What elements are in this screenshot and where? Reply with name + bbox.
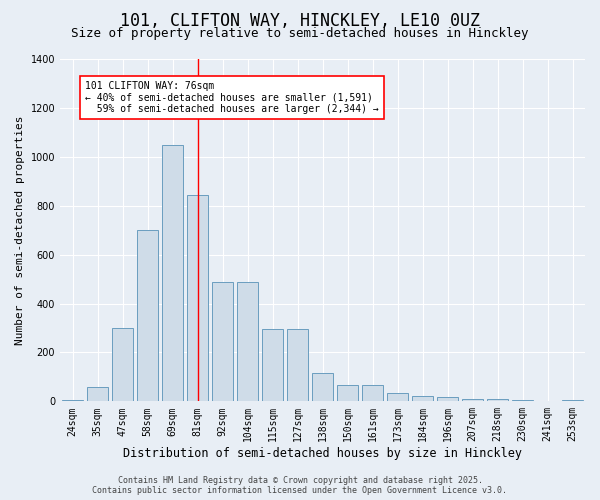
Bar <box>162 144 183 402</box>
Bar <box>137 230 158 402</box>
Bar <box>437 397 458 402</box>
Bar <box>62 400 83 402</box>
Bar <box>487 400 508 402</box>
Bar <box>262 329 283 402</box>
Bar <box>537 400 558 402</box>
Bar <box>287 329 308 402</box>
Text: Size of property relative to semi-detached houses in Hinckley: Size of property relative to semi-detach… <box>71 28 529 40</box>
Bar <box>187 194 208 402</box>
Bar <box>412 396 433 402</box>
Bar <box>562 400 583 402</box>
Text: Contains HM Land Registry data © Crown copyright and database right 2025.
Contai: Contains HM Land Registry data © Crown c… <box>92 476 508 495</box>
Bar <box>312 373 333 402</box>
X-axis label: Distribution of semi-detached houses by size in Hinckley: Distribution of semi-detached houses by … <box>123 447 522 460</box>
Bar <box>512 400 533 402</box>
Bar <box>237 282 258 402</box>
Bar <box>462 399 483 402</box>
Bar <box>387 393 408 402</box>
Bar <box>212 282 233 402</box>
Bar <box>112 328 133 402</box>
Bar <box>87 386 108 402</box>
Text: 101, CLIFTON WAY, HINCKLEY, LE10 0UZ: 101, CLIFTON WAY, HINCKLEY, LE10 0UZ <box>120 12 480 30</box>
Bar <box>337 386 358 402</box>
Text: 101 CLIFTON WAY: 76sqm
← 40% of semi-detached houses are smaller (1,591)
  59% o: 101 CLIFTON WAY: 76sqm ← 40% of semi-det… <box>85 81 379 114</box>
Bar <box>362 386 383 402</box>
Y-axis label: Number of semi-detached properties: Number of semi-detached properties <box>15 116 25 345</box>
